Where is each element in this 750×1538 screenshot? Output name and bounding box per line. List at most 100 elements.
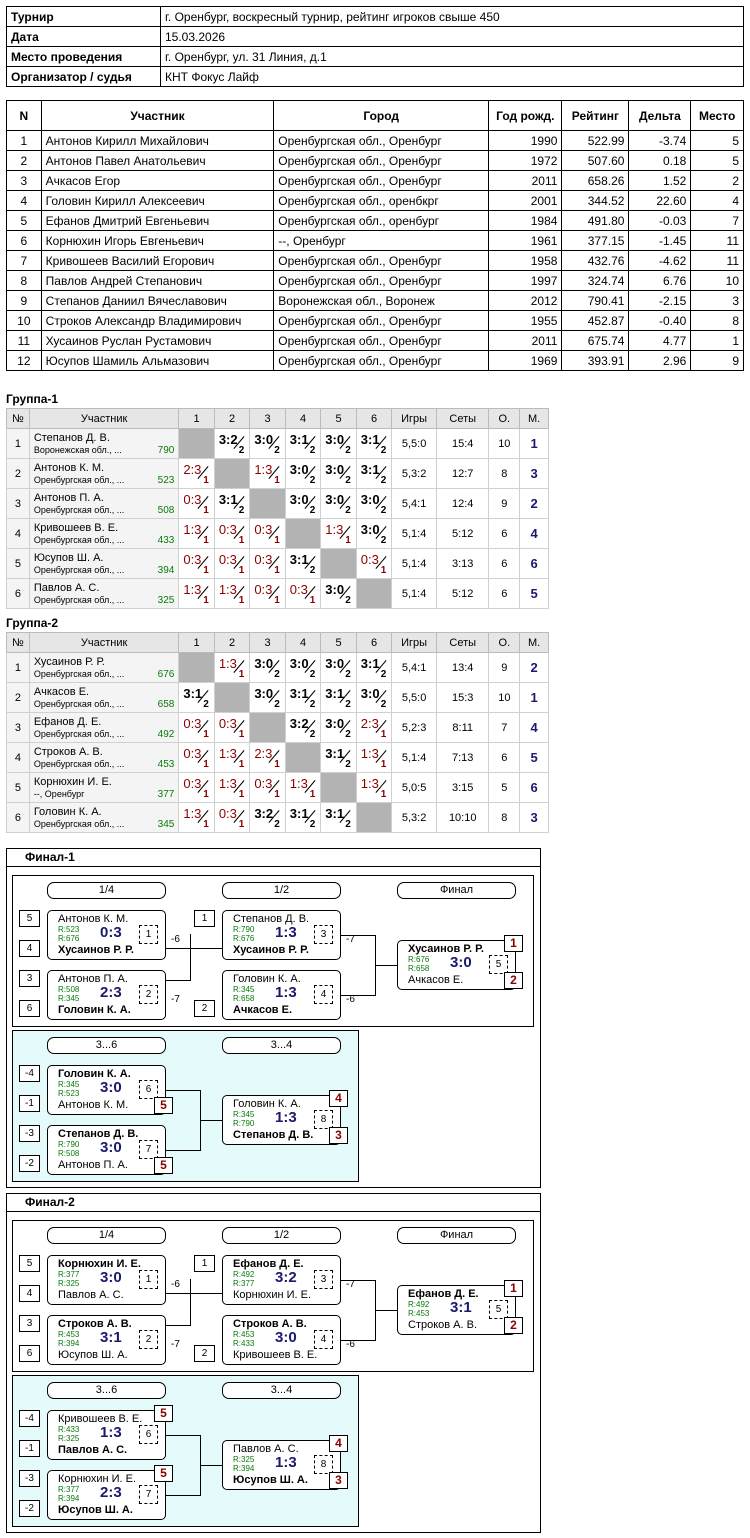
match-box[interactable]: Ефанов Д. Е. R:492 R:377 Корнюхин И. Е. 3:2 3: [222, 1255, 341, 1305]
group-sets: 8:11: [435, 712, 490, 743]
result-score: 1:3: [325, 522, 344, 537]
group-header: М.: [519, 632, 549, 653]
group-header: 6: [355, 632, 393, 653]
seed-box: 4: [19, 1285, 40, 1302]
group-place: 5: [519, 742, 549, 773]
player-cell: Оренбургская обл., Оренбург: [273, 350, 490, 371]
player-row: 1 Антонов Кирилл Михайлович Оренбургская о…: [6, 130, 744, 151]
result-points: 2: [380, 475, 387, 486]
group-sets: 13:4: [435, 652, 490, 683]
match-box[interactable]: Головин К. А. R:345 R:658 Ачкасов Е. 1:3 4: [222, 970, 341, 1020]
match-box[interactable]: Антонов П. А. R:508 R:345 Головин К. А. 2:3 2: [47, 970, 166, 1020]
match-score: 3:1: [100, 1329, 122, 1346]
round-label: Финал: [397, 1227, 516, 1244]
player-cell: Антонов Павел Анатольевич: [40, 150, 275, 171]
seed-box: -1: [19, 1440, 40, 1457]
participant-rating: 453: [157, 759, 175, 770]
match-score: 2:3: [100, 984, 122, 1001]
participant-rating: 377: [157, 789, 175, 800]
match-box[interactable]: Ефанов Д. Е. R:492 R:453 Строков А. В. 3:1 5: [397, 1285, 516, 1335]
match-score: 1:3: [275, 1109, 297, 1126]
result-points: 2: [309, 475, 316, 486]
result-cell: 3:0 2: [320, 428, 357, 459]
group-row: 2 Антонов К. М. Оренбургская обл., ... 523 2…: [6, 458, 549, 489]
result-score: 0:3: [218, 806, 237, 821]
result-score: 1:3: [218, 656, 237, 671]
player-cell: 790.41: [561, 290, 630, 311]
player-cell: 6.76: [628, 270, 692, 291]
participant-name: Антонов К. М.: [33, 461, 105, 474]
match-box[interactable]: Строков А. В. R:453 R:433 Кривошеев В. Е. 3:…: [222, 1315, 341, 1365]
result-cell: 1:3 1: [213, 652, 251, 683]
match-box[interactable]: Корнюхин И. Е. R:377 R:394 Юсупов Ш. А. 2:3 7: [47, 1470, 166, 1520]
match-box[interactable]: Хусаинов Р. Р. R:676 R:658 Ачкасов Е. 3:0 5: [397, 940, 516, 990]
player-cell: 4.77: [628, 330, 692, 351]
match-box[interactable]: Строков А. В. R:453 R:394 Юсупов Ш. А. 3:1 2: [47, 1315, 166, 1365]
bracket-line: [340, 1340, 375, 1341]
match-rating-1: R:676: [408, 955, 430, 964]
match-box[interactable]: Кривошеев В. Е. R:433 R:325 Павлов А. С. 1:3…: [47, 1410, 166, 1460]
result-score: 3:0: [360, 522, 380, 537]
result-points: 1: [309, 789, 316, 800]
seed-box: -4: [19, 1065, 40, 1082]
player-cell: 0.18: [628, 150, 692, 171]
result-cell: 0:3 1: [213, 518, 251, 549]
match-player-2: Головин К. А.: [58, 1004, 131, 1016]
info-row: Турнир г. Оренбург, воскресный турнир, ре…: [6, 6, 744, 27]
participant-cell: Антонов П. А. Оренбургская обл., ... 508: [28, 488, 180, 519]
match-rating-2: R:658: [233, 994, 255, 1003]
group-sets: 3:13: [435, 548, 490, 579]
player-cell: 1: [690, 330, 744, 351]
group-games: 5,2:3: [391, 712, 437, 743]
row-number: 4: [6, 742, 30, 773]
player-row: 4 Головин Кирилл Алексеевич Оренбургская о…: [6, 190, 744, 211]
result-cell: 3:1 2: [284, 548, 322, 579]
row-number: 1: [6, 428, 30, 459]
seed-box: 1: [194, 1255, 215, 1272]
participant-name: Хусаинов Р. Р.: [33, 655, 105, 668]
final-place-box: 5: [154, 1097, 173, 1114]
match-box[interactable]: Головин К. А. R:345 R:790 Степанов Д. В. 1:3…: [222, 1095, 341, 1145]
participant-cell: Головин К. А. Оренбургская обл., ... 345: [28, 802, 180, 833]
final-place-box: 5: [154, 1405, 173, 1422]
player-cell: 2011: [488, 330, 563, 351]
result-score: 3:2: [254, 806, 274, 821]
participant-cell: Антонов К. М. Оренбургская обл., ... 523: [28, 458, 180, 489]
match-box[interactable]: Степанов Д. В. R:790 R:508 Антонов П. А. 3:0…: [47, 1125, 166, 1175]
group-pts: 10: [488, 428, 521, 459]
round-label: 3...6: [47, 1382, 166, 1399]
bracket-line: [165, 1293, 222, 1294]
result-points: 2: [345, 475, 351, 486]
group-header: Игры: [391, 408, 437, 429]
diagonal-cell: [284, 518, 322, 549]
group-header: 3: [249, 408, 286, 429]
player-cell: 6: [6, 230, 42, 251]
result-cell: 3:1 2: [213, 488, 251, 519]
player-cell: 1969: [488, 350, 563, 371]
result-cell: 3:1 2: [355, 428, 393, 459]
match-rating-1: R:790: [58, 1140, 80, 1149]
diagonal-cell: [320, 772, 357, 803]
group-header: 5: [320, 408, 357, 429]
result-cell: 0:3 1: [249, 578, 286, 609]
result-score: 0:3: [254, 776, 273, 791]
participant-rating: 790: [157, 445, 175, 456]
match-box[interactable]: Корнюхин И. Е. R:377 R:325 Павлов А. С. 3:0 1: [47, 1255, 166, 1305]
match-box[interactable]: Антонов К. М. R:523 R:676 Хусаинов Р. Р. 0:3…: [47, 910, 166, 960]
final-panel: Финал -2: [6, 1193, 541, 1533]
group-header: О.: [488, 408, 521, 429]
result-score: 3:1: [360, 432, 380, 447]
match-box[interactable]: Степанов Д. В. R:790 R:676 Хусаинов Р. Р. 1:…: [222, 910, 341, 960]
match-number: 4: [314, 1330, 333, 1349]
participant-city: Оренбургская обл., ...: [33, 758, 125, 769]
player-cell: Корнюхин Игорь Евгеньевич: [40, 230, 275, 251]
player-cell: 1961: [488, 230, 563, 251]
match-rating-2: R:325: [58, 1434, 80, 1443]
match-box[interactable]: Головин К. А. R:345 R:523 Антонов К. М. 3:0 6: [47, 1065, 166, 1115]
match-number: 2: [139, 985, 158, 1004]
player-cell: 11: [690, 230, 744, 251]
participant-cell: Корнюхин И. Е. --, Оренбург 377: [28, 772, 180, 803]
match-box[interactable]: Павлов А. С. R:325 R:394 Юсупов Ш. А. 1:3 8: [222, 1440, 341, 1490]
player-cell: 2: [6, 150, 42, 171]
group-games: 5,1:4: [391, 578, 437, 609]
